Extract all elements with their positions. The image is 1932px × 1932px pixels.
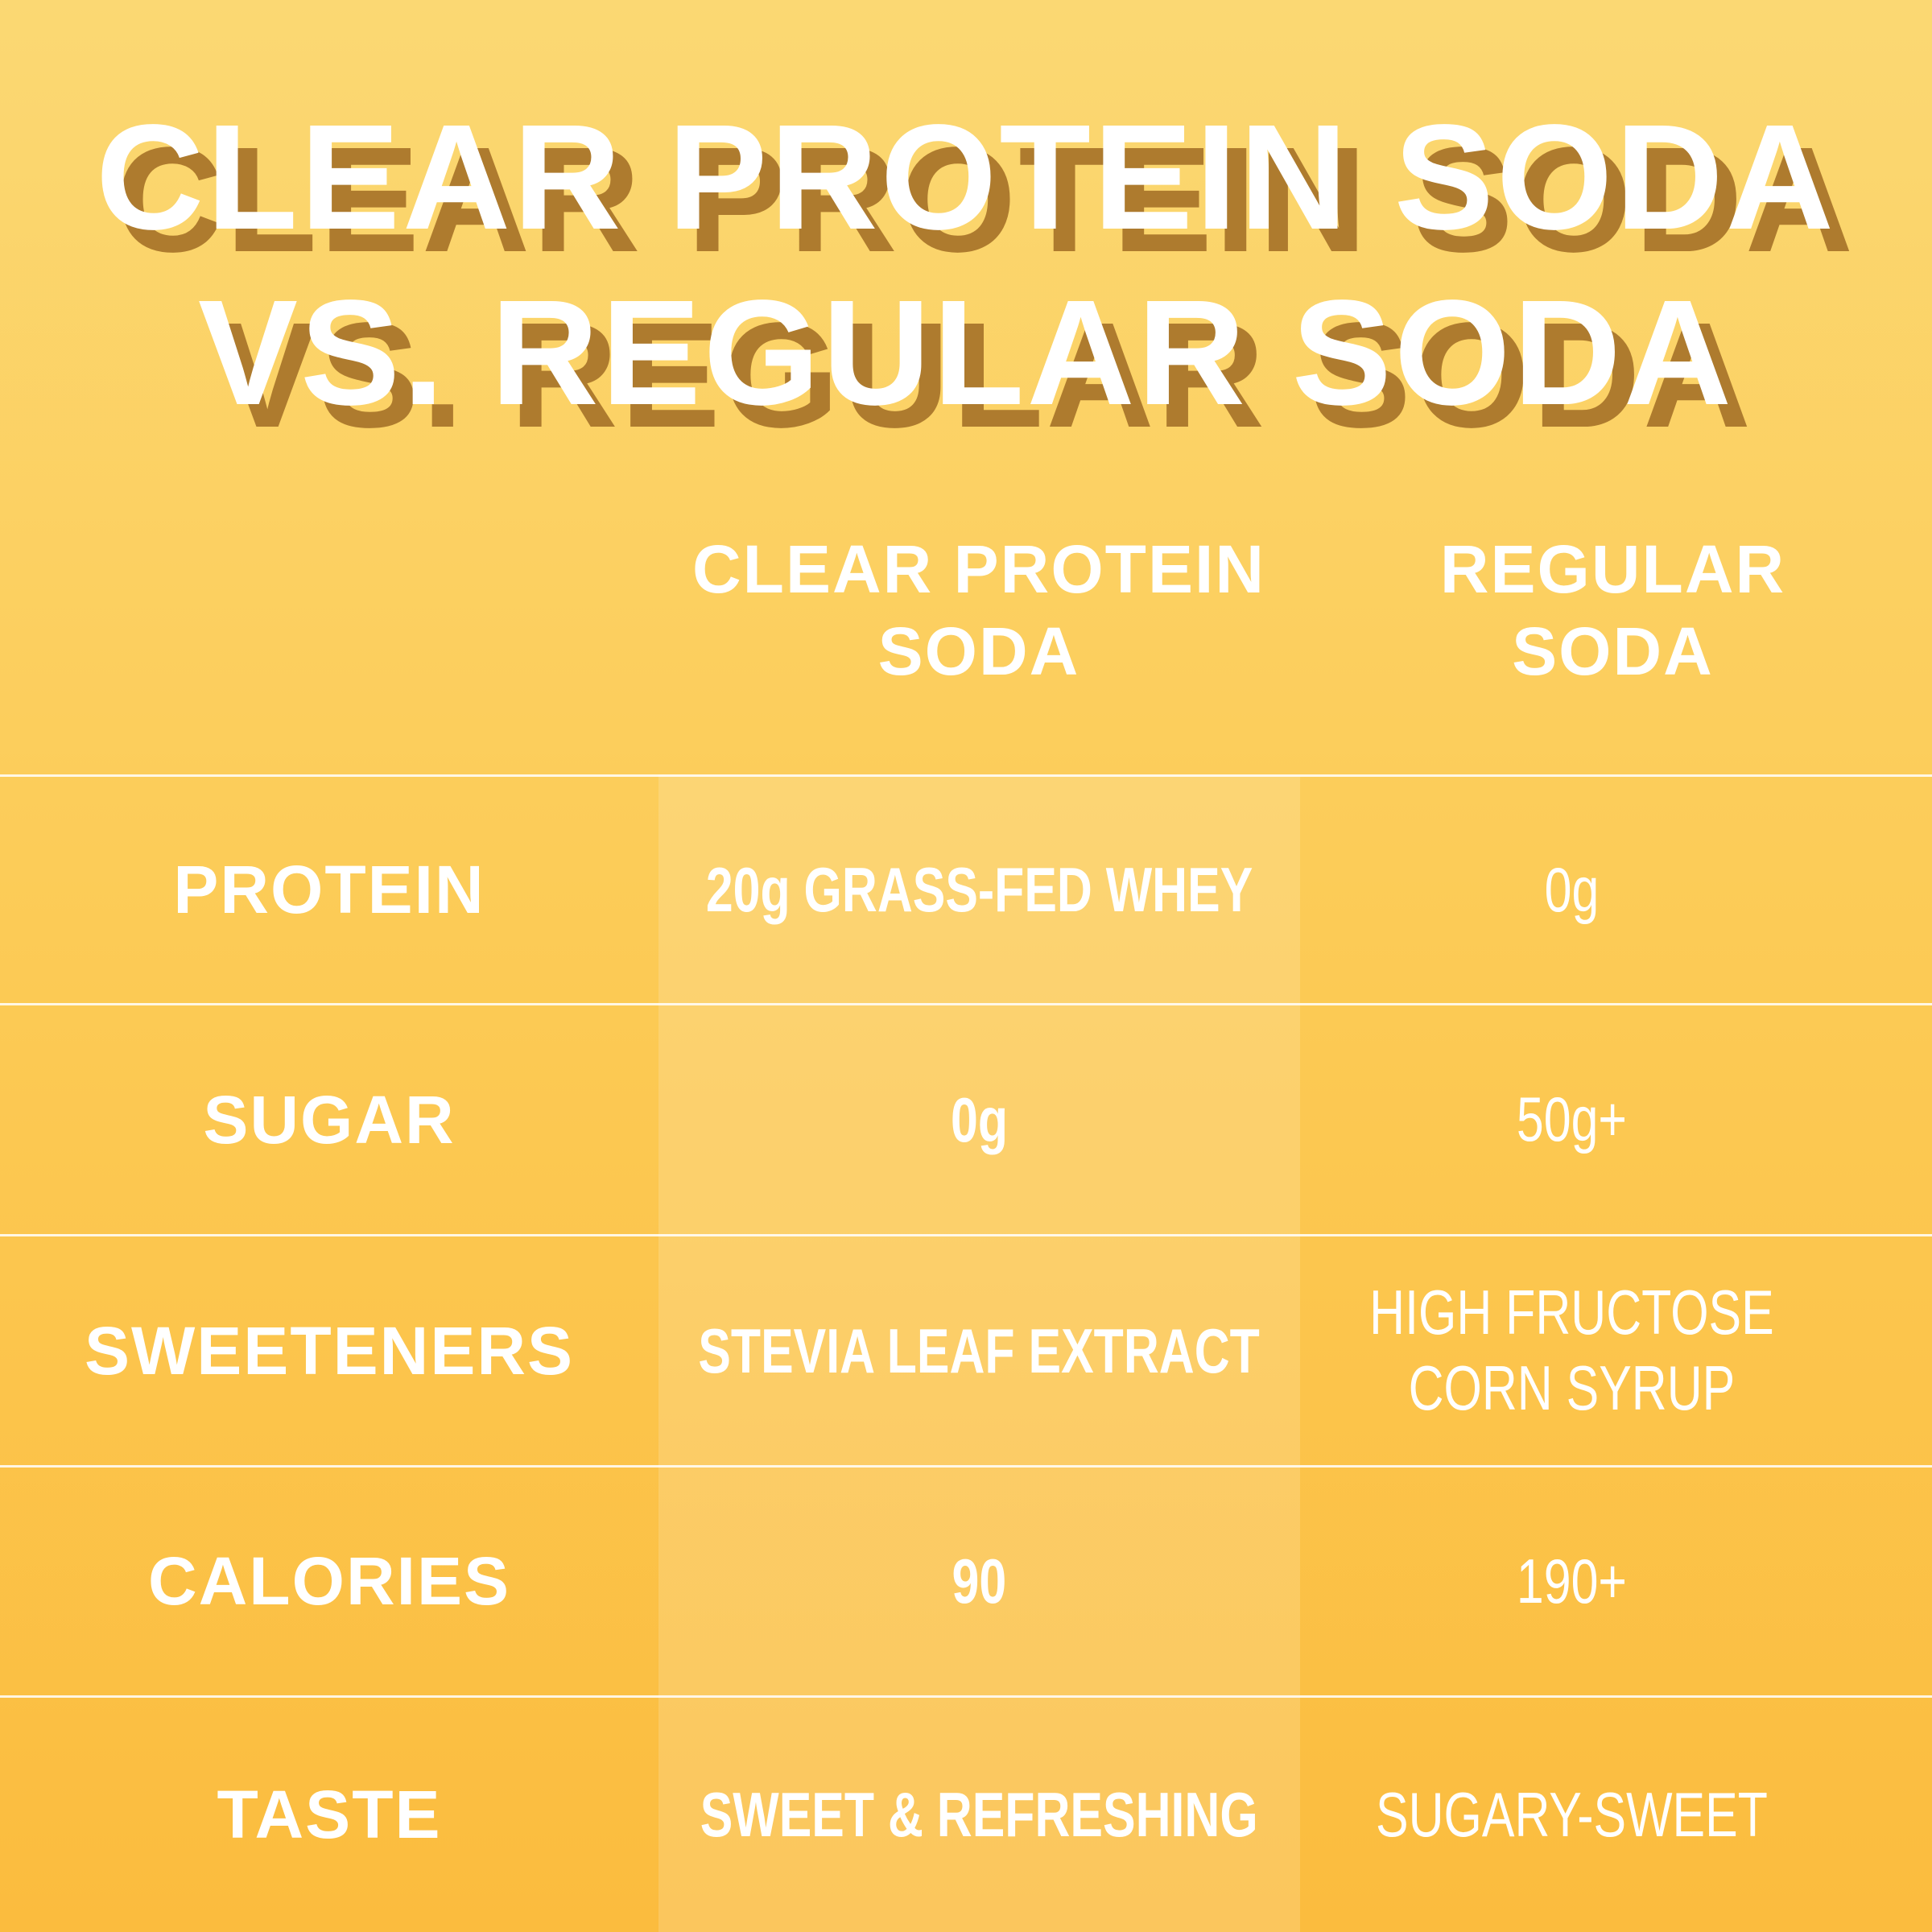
calories-clear-value: 90: [952, 1546, 1007, 1616]
calories-regular-value: 190+: [1517, 1545, 1628, 1616]
page-title: CLEAR PROTEIN SODA VS. REGULAR SODA: [0, 90, 1932, 440]
taste-regular-value: SUGARY-SWEET: [1376, 1778, 1768, 1850]
protein-clear-value: 20g GRASS-FED WHEY: [705, 854, 1253, 925]
page-title-line1: CLEAR PROTEIN SODA: [95, 94, 1837, 261]
taste-clear-value: SWEET & REFRESHING: [700, 1779, 1258, 1850]
sweeteners-clear-value: STEVIA LEAF EXTRACT: [698, 1315, 1261, 1386]
comparison-table: PROTEIN 20g GRASS-FED WHEY 0g SUGAR 0g 5…: [0, 774, 1932, 1932]
table-row-sugar: SUGAR 0g 50g+: [0, 1003, 1932, 1234]
column-header-clear-protein-soda: CLEAR PROTEIN SODA: [657, 528, 1301, 693]
row-label-calories: CALORIES: [147, 1543, 511, 1619]
sugar-clear-value: 0g: [950, 1084, 1009, 1155]
table-row-sweeteners: SWEETENERS STEVIA LEAF EXTRACT HIGH FRUC…: [0, 1234, 1932, 1465]
row-label-protein: PROTEIN: [173, 852, 485, 927]
table-row-taste: TASTE SWEET & REFRESHING SUGARY-SWEET: [0, 1695, 1932, 1932]
table-row-protein: PROTEIN 20g GRASS-FED WHEY 0g: [0, 774, 1932, 1003]
column-header-clear-line2: SODA: [877, 613, 1080, 690]
column-header-regular-soda: REGULAR SODA: [1294, 528, 1932, 693]
row-label-taste: TASTE: [217, 1777, 442, 1852]
sugar-regular-value: 50g+: [1517, 1084, 1628, 1155]
page-title-line2: VS. REGULAR SODA: [197, 269, 1735, 436]
sweeteners-regular-value: HIGH FRUCTOSE CORN SYRUP: [1369, 1277, 1774, 1423]
table-row-calories: CALORIES 90 190+: [0, 1465, 1932, 1695]
column-header-regular-line1: REGULAR: [1439, 531, 1786, 607]
row-label-sweeteners: SWEETENERS: [84, 1312, 575, 1389]
clear-soda-highlight-band: [658, 774, 1300, 1932]
column-header-regular-line2: SODA: [1512, 613, 1714, 690]
protein-regular-value: 0g: [1544, 853, 1600, 925]
column-header-clear-line1: CLEAR PROTEIN: [691, 531, 1266, 607]
row-label-sugar: SUGAR: [203, 1081, 456, 1158]
